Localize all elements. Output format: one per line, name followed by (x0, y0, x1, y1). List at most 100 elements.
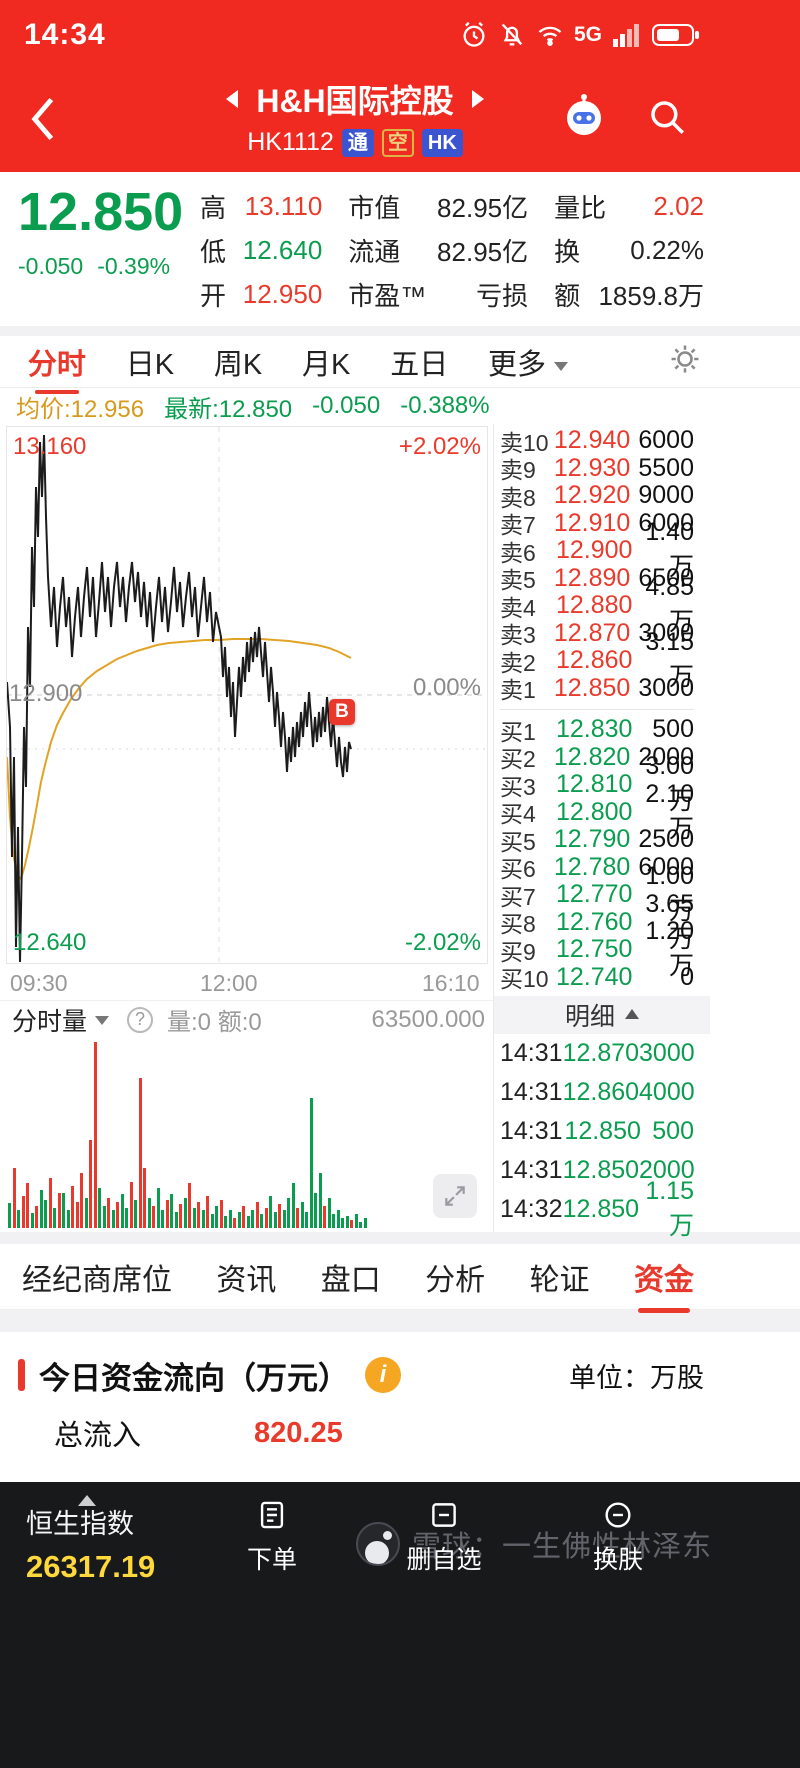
fund-unit-label: 单位：万股 (569, 1362, 704, 1393)
book-row-buy[interactable]: 买2 12.820 2000 (500, 742, 694, 773)
assistant-robot-icon[interactable] (560, 92, 608, 145)
chevron-down-icon (95, 1015, 110, 1032)
volume-bar (75, 1202, 79, 1228)
index-ticker[interactable]: 恒生指数 26317.19 (26, 1502, 155, 1585)
watermark: 雪球：一生佛性林泽东 (355, 1522, 712, 1566)
quote-stat: 额 1859.8万 (554, 280, 704, 311)
ticker-line: 均价:12.956 最新:12.850 -0.050 -0.388% (0, 388, 800, 424)
tab-资金[interactable]: 资金 (634, 1255, 694, 1299)
trade-detail-header[interactable]: 明细 (494, 996, 710, 1034)
book-row-sell[interactable]: 卖7 12.910 6000 (500, 508, 694, 539)
tab-轮证[interactable]: 轮证 (529, 1263, 590, 1297)
volume-bar (318, 1173, 322, 1228)
volume-bar (107, 1198, 110, 1228)
book-row-sell[interactable]: 卖1 12.850 3000 (500, 673, 694, 704)
nav-item-换肤[interactable]: 换肤 (558, 1498, 678, 1576)
search-icon[interactable] (646, 96, 688, 143)
accent-bar (18, 1359, 25, 1391)
trade-detail-row: 14:31 12.850 500 (500, 1117, 694, 1145)
section-divider (0, 1310, 800, 1332)
tab-资讯[interactable]: 资讯 (216, 1263, 277, 1297)
period-tab-日K[interactable]: 日K (125, 348, 175, 381)
period-tab-五日[interactable]: 五日 (390, 348, 449, 381)
volume-bar (246, 1216, 250, 1228)
book-row-sell[interactable]: 卖5 12.890 6500 (500, 563, 694, 594)
clock-time: 14:34 (24, 18, 106, 51)
chart-mid-label: 12.900 (9, 680, 83, 707)
quote-stat: 高 13.110 (200, 190, 323, 223)
buy-marker-badge[interactable]: B (329, 699, 355, 725)
volume-bar (30, 1213, 34, 1228)
quote-stat: 量比 2.02 (554, 190, 704, 223)
prev-stock-button[interactable] (217, 90, 239, 108)
volume-bar (278, 1204, 281, 1228)
volume-bar (273, 1212, 277, 1228)
book-row-sell[interactable]: 卖2 12.860 3.15万 (500, 628, 694, 692)
volume-bar (89, 1140, 92, 1228)
book-row-buy[interactable]: 买6 12.780 6000 (500, 852, 694, 883)
volume-bar (327, 1198, 331, 1228)
book-row-buy[interactable]: 买4 12.800 2.10万 (500, 779, 694, 843)
fund-row-label: 总流入 (54, 1420, 142, 1452)
tab-经纪商席位[interactable]: 经纪商席位 (22, 1263, 172, 1297)
volume-bar (129, 1182, 133, 1228)
book-row-buy[interactable]: 买5 12.790 2500 (500, 825, 694, 855)
volume-bar (296, 1208, 299, 1228)
price-change: -0.050 (18, 252, 84, 279)
volume-bar (255, 1202, 259, 1228)
book-row-buy[interactable]: 买7 12.770 1.00万 (500, 862, 694, 926)
tab-分析[interactable]: 分析 (425, 1263, 486, 1297)
minute-chart-pane[interactable]: 13.160 +2.02% 12.900 0.00% 12.640 -2.02%… (0, 424, 493, 1232)
collapse-caret-icon[interactable] (78, 1486, 96, 1506)
book-row-buy[interactable]: 买9 12.750 1.20万 (500, 917, 694, 981)
help-icon[interactable]: ? (127, 1006, 154, 1033)
order-icon (212, 1498, 332, 1532)
price-change-pct: -0.39% (97, 252, 171, 279)
volume-bar (363, 1218, 367, 1228)
quote-panel: 12.850 -0.050 -0.39% 高 13.110 市值 82.95亿 量比 2.… (0, 172, 800, 326)
snowball-logo-icon (355, 1522, 400, 1566)
volume-bar (71, 1186, 74, 1228)
info-icon[interactable]: i (365, 1357, 401, 1393)
book-row-buy[interactable]: 买10 12.740 0 (500, 962, 694, 993)
period-tab-更多[interactable]: 更多 (486, 339, 570, 385)
nav-item-删自选[interactable]: 删自选 (384, 1498, 504, 1576)
book-row-sell[interactable]: 卖3 12.870 3000 (500, 618, 694, 649)
volume-bar (197, 1202, 200, 1228)
book-row-sell[interactable]: 卖9 12.930 5500 (500, 453, 694, 484)
book-row-sell[interactable]: 卖10 12.940 6000 (500, 426, 694, 456)
next-stock-button[interactable] (471, 90, 493, 108)
book-row-sell[interactable]: 卖8 12.920 9000 (500, 481, 694, 511)
volume-bar (138, 1078, 142, 1228)
period-tab-周K[interactable]: 周K (213, 348, 263, 381)
period-tab-月K[interactable]: 月K (302, 348, 351, 381)
volume-bar (332, 1214, 335, 1228)
status-icons: 5G (460, 21, 700, 49)
volume-bar (336, 1210, 340, 1228)
buy-list: 买1 12.830 500 买2 12.820 2000 买3 12.810 3.00万 买4 12… (500, 715, 694, 993)
period-tab-分时[interactable]: 分时 (26, 339, 88, 385)
stock-badge: HK (421, 128, 463, 157)
book-row-buy[interactable]: 买8 12.760 3.65万 (500, 889, 694, 953)
fullscreen-expand-icon[interactable] (433, 1174, 477, 1218)
period-tab-bar: 分时 日K 周K 月K 五日 更多 (0, 336, 800, 388)
nav-item-下单[interactable]: 下单 (212, 1498, 332, 1576)
badge-row: HK1112 通空 HK (0, 128, 710, 157)
volume-bar (174, 1212, 178, 1228)
chart-settings-gear-icon[interactable] (668, 342, 702, 381)
volume-bar (210, 1214, 214, 1228)
minute-chart[interactable]: 13.160 +2.02% 12.900 0.00% 12.640 -2.02%… (6, 426, 488, 964)
volume-bar (188, 1183, 191, 1228)
book-row-buy[interactable]: 买1 12.830 500 (500, 715, 694, 745)
volume-bar (219, 1200, 223, 1228)
book-row-sell[interactable]: 卖6 12.900 1.40万 (500, 518, 694, 582)
book-row-buy[interactable]: 买3 12.810 3.00万 (500, 752, 694, 816)
alarm-icon (460, 21, 488, 49)
book-row-sell[interactable]: 卖4 12.880 4.85万 (500, 573, 694, 637)
last-price: 12.850 (18, 182, 184, 242)
volume-bar (192, 1208, 196, 1228)
back-button[interactable] (26, 94, 60, 149)
tab-盘口[interactable]: 盘口 (320, 1263, 381, 1297)
volume-bar (291, 1183, 295, 1228)
volume-type-dropdown[interactable]: 分时量 (12, 1002, 110, 1038)
